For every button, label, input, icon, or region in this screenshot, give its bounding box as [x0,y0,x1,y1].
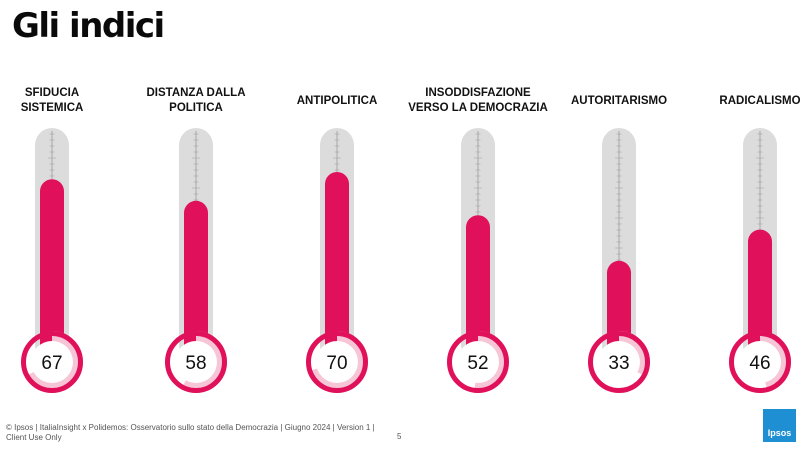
category-label: DISTANZA DALLA POLITICA [146,87,245,114]
category-label-line: RADICALISMO [719,95,800,107]
bulb-ring [306,331,368,393]
category-label: ANTIPOLITICA [297,95,378,107]
category-label-line: SFIDUCIA [25,87,79,99]
category-label-line: POLITICA [169,102,223,114]
value-bar [748,229,772,362]
bulb-center [457,341,499,383]
category-label-line: INSODDISFAZIONE [425,87,531,99]
value-label: 52 [467,353,488,374]
bulb-ring [21,331,83,393]
category-label-line: AUTORITARISMO [571,95,667,107]
logo-text: Ipsos [767,428,792,438]
bulb-center [31,341,73,383]
value-label: 46 [749,353,770,374]
category-label-line: ANTIPOLITICA [297,95,378,107]
value-bar [40,179,64,362]
category-label: RADICALISMO [719,95,800,107]
ipsos-logo: Ipsos [763,409,796,442]
value-label: 70 [326,353,347,374]
bulb-center [598,341,640,383]
footer-copyright: © Ipsos | ItaliaInsight x Polidemos: Oss… [6,423,375,432]
bulb-ring [447,331,509,393]
value-bar [184,200,208,362]
category-label: AUTORITARISMO [571,95,667,107]
bulb-ring [165,331,227,393]
value-label: 33 [608,353,629,374]
category-label: INSODDISFAZIONE VERSO LA DEMOCRAZIA [408,87,548,114]
value-bar [466,215,490,362]
category-label-line: DISTANZA DALLA [146,87,245,99]
page-title: Gli indici [12,6,165,46]
value-label: 58 [185,353,206,374]
bulb-center [739,341,781,383]
value-bar [325,172,349,362]
footer-note: © Ipsos | ItaliaInsight x Polidemos: Oss… [6,423,375,443]
bulb-ring [588,331,650,393]
page-number: 5 [397,432,402,441]
footer-client-use: Client Use Only [6,433,62,442]
value-label: 67 [41,353,62,374]
bulb-ring [729,331,791,393]
category-label-line: VERSO LA DEMOCRAZIA [408,102,548,114]
bulb-center [175,341,217,383]
category-label-line: SISTEMICA [21,102,84,114]
category-label: SFIDUCIA SISTEMICA [21,87,84,114]
bulb-center [316,341,358,383]
